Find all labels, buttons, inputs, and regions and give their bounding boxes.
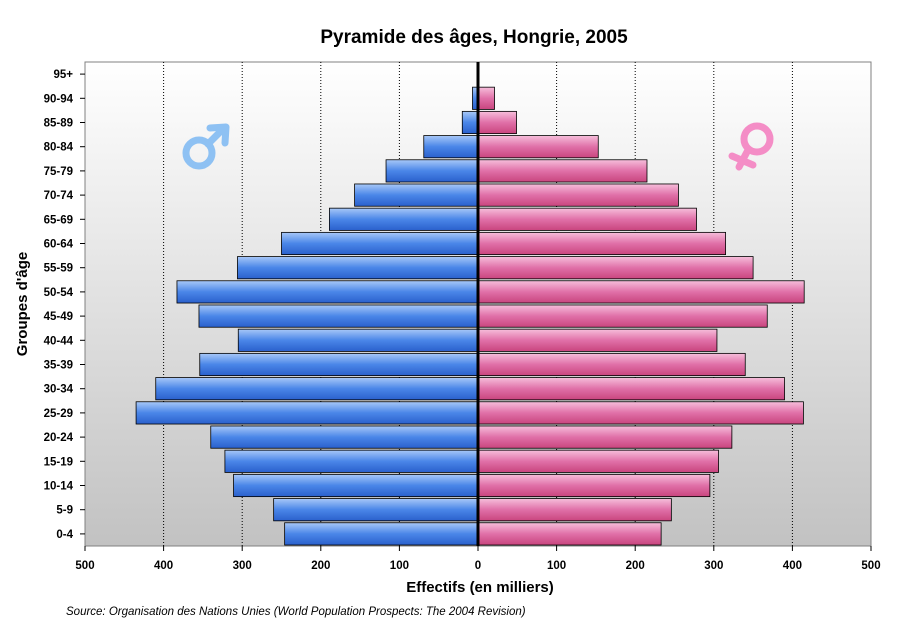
male-bar-85-89 bbox=[461, 110, 479, 135]
chart-title: Pyramide des âges, Hongrie, 2005 bbox=[320, 27, 628, 48]
female-bar-85-89 bbox=[477, 110, 517, 135]
x-tick-label: 300 bbox=[233, 560, 252, 572]
male-bar-15-19 bbox=[224, 449, 479, 473]
bars bbox=[135, 62, 805, 546]
male-bar-20-24 bbox=[210, 425, 479, 449]
female-bar-5-9 bbox=[477, 498, 672, 522]
y-tick-label: 40-44 bbox=[44, 335, 74, 347]
x-tick-label: 100 bbox=[547, 560, 566, 572]
y-tick-label: 75-79 bbox=[44, 166, 73, 178]
y-tick-label: 95+ bbox=[53, 69, 73, 81]
x-tick-label: 0 bbox=[475, 560, 481, 572]
y-tick-label: 65-69 bbox=[44, 214, 73, 226]
male-bar-25-29 bbox=[135, 401, 479, 425]
female-bar-50-54 bbox=[477, 280, 805, 304]
male-bar-40-44 bbox=[237, 328, 479, 352]
y-tick-label: 55-59 bbox=[44, 263, 73, 275]
male-symbol-icon bbox=[182, 123, 230, 170]
y-tick-label: 45-49 bbox=[44, 311, 73, 323]
female-bar-75-79 bbox=[477, 159, 648, 183]
female-bar-30-34 bbox=[477, 377, 785, 401]
y-tick-label: 5-9 bbox=[56, 505, 73, 517]
gridlines bbox=[84, 62, 872, 551]
y-tick-label: 0-4 bbox=[56, 529, 73, 541]
male-bar-65-69 bbox=[329, 207, 479, 231]
y-tick-label: 30-34 bbox=[44, 384, 74, 396]
y-tick-label: 60-64 bbox=[44, 239, 74, 251]
y-tick-label: 50-54 bbox=[44, 287, 74, 299]
male-bar-35-39 bbox=[199, 352, 479, 377]
male-bar-80-84 bbox=[423, 135, 479, 159]
female-bar-70-74 bbox=[477, 183, 679, 207]
y-tick-label: 35-39 bbox=[44, 360, 73, 372]
y-tick-label: 10-14 bbox=[44, 481, 74, 493]
female-bar-10-14 bbox=[477, 473, 711, 498]
female-bar-55-59 bbox=[477, 256, 754, 280]
male-bar-55-59 bbox=[237, 256, 479, 280]
male-bar-5-9 bbox=[273, 498, 479, 522]
female-bar-15-19 bbox=[477, 449, 719, 473]
source-note: Source: Organisation des Nations Unies (… bbox=[66, 606, 526, 618]
x-tick-label: 300 bbox=[704, 560, 723, 572]
female-bar-90-94 bbox=[477, 86, 495, 110]
x-tick-label: 200 bbox=[311, 560, 330, 572]
y-tick-label: 15-19 bbox=[44, 456, 73, 468]
female-bar-60-64 bbox=[477, 231, 726, 256]
male-bar-50-54 bbox=[176, 280, 479, 304]
y-axis-title: Groupes d'âge bbox=[14, 252, 31, 356]
male-bar-70-74 bbox=[354, 183, 479, 207]
y-tick-label: 20-24 bbox=[44, 432, 74, 444]
x-tick-label: 200 bbox=[626, 560, 645, 572]
female-bar-45-49 bbox=[477, 304, 768, 328]
female-bar-20-24 bbox=[477, 425, 733, 449]
male-bar-75-79 bbox=[385, 159, 479, 183]
female-bar-80-84 bbox=[477, 135, 599, 159]
male-bar-10-14 bbox=[233, 473, 479, 498]
x-tick-label: 400 bbox=[154, 560, 173, 572]
male-bar-0-4 bbox=[284, 522, 479, 546]
female-bar-65-69 bbox=[477, 207, 697, 231]
x-axis-title: Effectifs (en milliers) bbox=[406, 579, 554, 596]
y-tick-label: 70-74 bbox=[44, 190, 74, 202]
y-tick-label: 80-84 bbox=[44, 142, 74, 154]
x-tick-labels: 500 400 300 200 100 0 100 200 300 400 500 bbox=[75, 560, 880, 572]
y-tick-label: 85-89 bbox=[44, 118, 73, 130]
x-tick-label: 500 bbox=[861, 560, 880, 572]
female-bar-40-44 bbox=[477, 328, 718, 352]
x-tick-label: 100 bbox=[390, 560, 409, 572]
male-bar-45-49 bbox=[198, 304, 479, 328]
male-bar-60-64 bbox=[281, 231, 479, 256]
male-bar-30-34 bbox=[155, 377, 479, 401]
x-tick-label: 400 bbox=[783, 560, 802, 572]
female-symbol-icon bbox=[728, 122, 774, 171]
y-tick-label: 90-94 bbox=[44, 93, 74, 105]
y-tick-label: 25-29 bbox=[44, 408, 73, 420]
female-bar-35-39 bbox=[477, 352, 746, 377]
y-tick-labels: 0-4 5-9 10-14 15-19 20-24 25-29 30-34 35-39 40-4… bbox=[44, 69, 85, 541]
female-bar-0-4 bbox=[477, 522, 662, 546]
x-tick-label: 500 bbox=[75, 560, 94, 572]
female-bar-25-29 bbox=[477, 401, 804, 425]
